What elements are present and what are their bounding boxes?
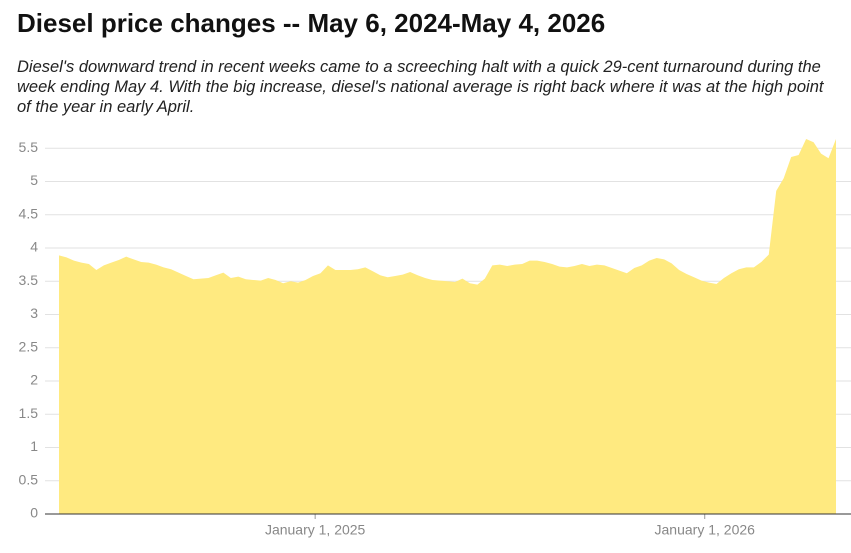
y-tick-label: 2 xyxy=(30,372,38,388)
y-tick-label: 0 xyxy=(30,505,38,521)
y-tick-label: 4 xyxy=(30,239,38,255)
area xyxy=(59,138,836,515)
chart-title: Diesel price changes -- May 6, 2024-May … xyxy=(17,8,606,38)
y-tick-label: 5.5 xyxy=(19,139,39,155)
y-tick-label: 5 xyxy=(30,172,38,188)
y-tick-label: 1.5 xyxy=(19,405,39,421)
x-tick-label: January 1, 2025 xyxy=(265,522,366,538)
chart-subtitle: Diesel's downward trend in recent weeks … xyxy=(17,58,824,116)
y-tick-label: 2.5 xyxy=(19,338,39,354)
y-tick-label: 3 xyxy=(30,305,38,321)
y-tick-label: 4.5 xyxy=(19,205,39,221)
y-tick-label: 0.5 xyxy=(19,471,39,487)
x-tick-label: January 1, 2026 xyxy=(655,522,756,538)
y-tick-label: 3.5 xyxy=(19,272,39,288)
y-tick-label: 1 xyxy=(30,438,38,454)
